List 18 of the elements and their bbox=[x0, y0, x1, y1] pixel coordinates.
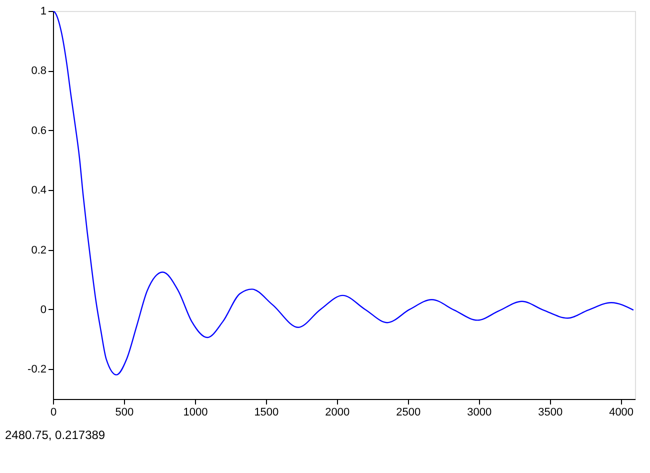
x-tick-label: 500 bbox=[115, 406, 134, 418]
x-tick-label: 1000 bbox=[183, 406, 208, 418]
y-tick-label: 0.4 bbox=[31, 184, 46, 197]
text: 2480.75, 0.217389 bbox=[5, 428, 106, 442]
y-tick-label: 0.8 bbox=[31, 65, 46, 78]
x-tick-label: 0 bbox=[50, 406, 57, 418]
x-tick-label: 3500 bbox=[538, 406, 563, 418]
x-tick-label: 2500 bbox=[396, 406, 421, 418]
x-tick-label: 3000 bbox=[467, 406, 492, 418]
x-tick-label: 1500 bbox=[254, 406, 279, 418]
y-tick-label: -0.2 bbox=[28, 364, 46, 376]
line-series bbox=[53, 11, 634, 376]
y-tick-label: 0 bbox=[40, 304, 46, 316]
y-tick-label: 0.6 bbox=[31, 124, 46, 137]
x-tick-label: 4000 bbox=[609, 406, 634, 418]
x-tick-label: 2000 bbox=[325, 406, 350, 418]
y-tick-label: 0.2 bbox=[31, 244, 46, 256]
y-tick-label: 1 bbox=[40, 6, 46, 18]
